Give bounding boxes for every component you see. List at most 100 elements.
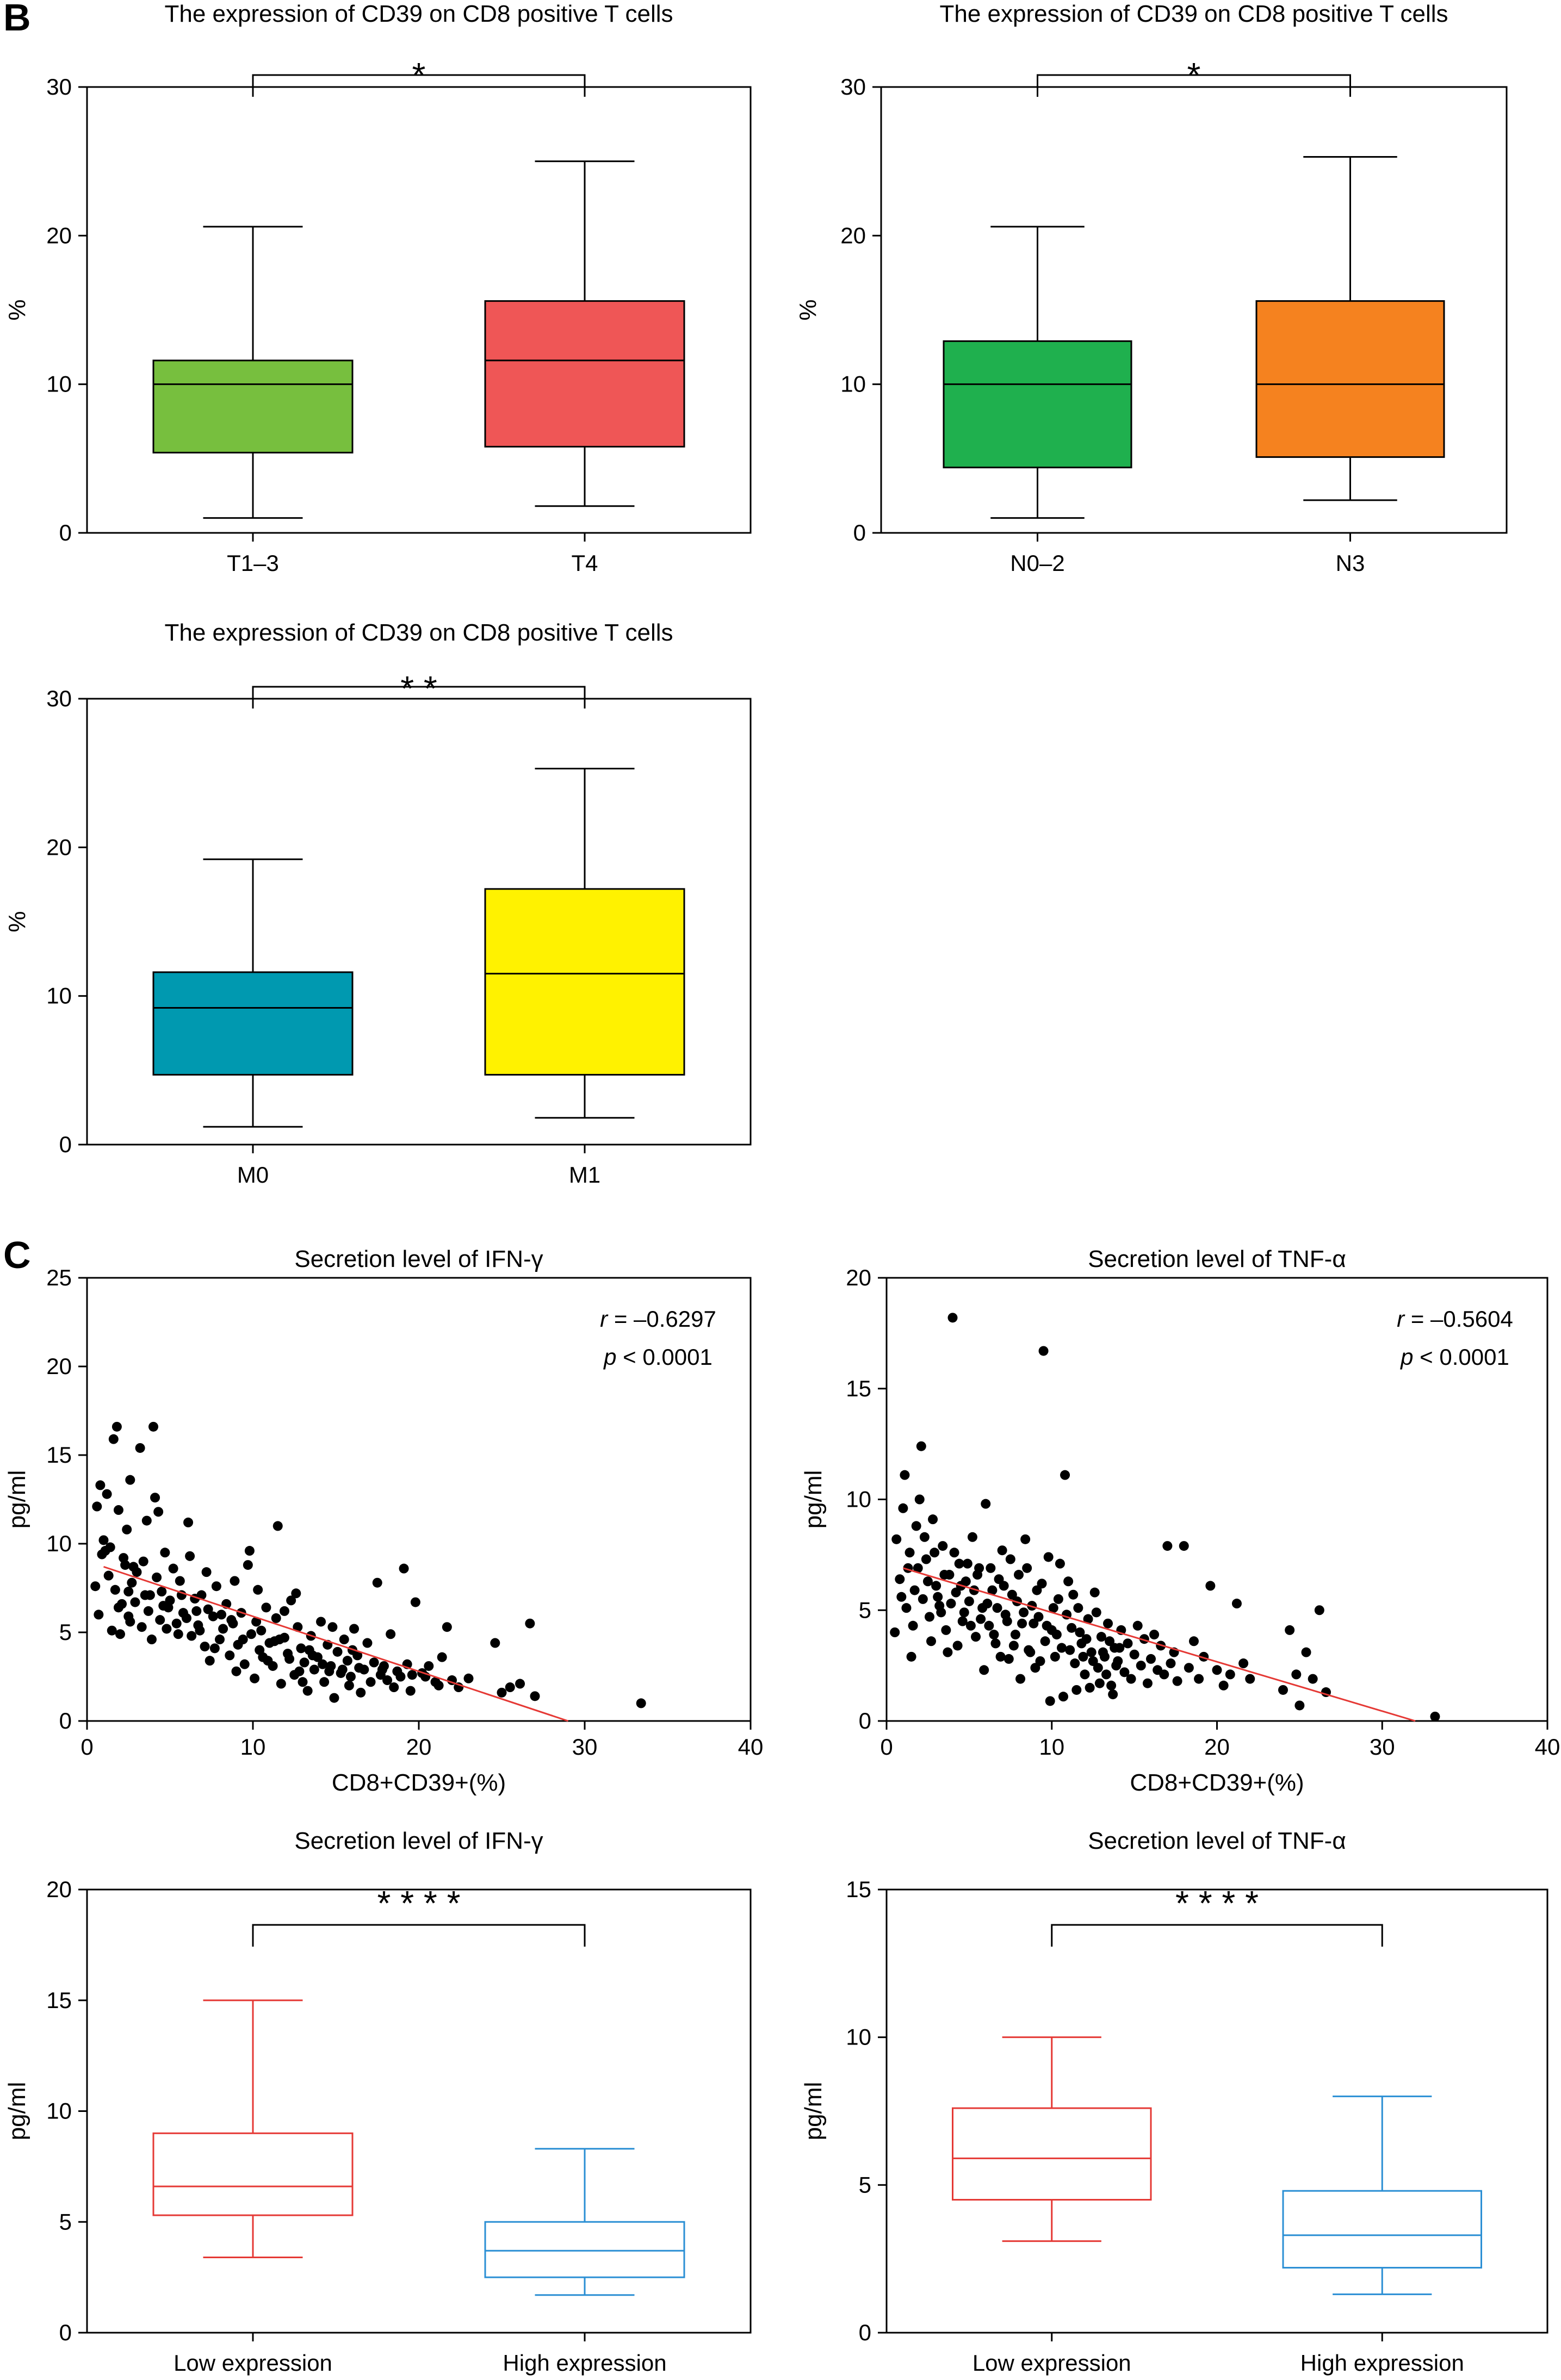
scatter-point bbox=[928, 1514, 938, 1525]
scatter-point bbox=[110, 1584, 120, 1595]
scatter-point bbox=[153, 1507, 164, 1517]
scatter-point bbox=[244, 1546, 255, 1556]
scatter-point bbox=[302, 1686, 313, 1696]
scatter-point bbox=[342, 1656, 352, 1666]
scatter-point bbox=[906, 1651, 916, 1662]
scatter-point bbox=[997, 1545, 1007, 1556]
y-axis-label: pg/ml bbox=[4, 1470, 30, 1529]
scatter-point bbox=[256, 1625, 267, 1636]
scatter-point bbox=[163, 1602, 174, 1613]
scatter-point bbox=[936, 1607, 946, 1618]
scatter-point bbox=[1162, 1541, 1173, 1551]
scatter-point bbox=[1014, 1570, 1024, 1580]
y-tick-label: 15 bbox=[46, 1987, 72, 2013]
scatter-point bbox=[957, 1616, 968, 1626]
scatter-point bbox=[900, 1470, 910, 1480]
scatter-point bbox=[990, 1638, 1001, 1649]
scatter-point bbox=[103, 1570, 114, 1581]
scatter-point bbox=[1291, 1669, 1302, 1680]
scatter-point bbox=[200, 1642, 210, 1652]
scatter-point bbox=[1123, 1638, 1133, 1649]
regression-line bbox=[902, 1567, 1416, 1722]
scatter-point bbox=[327, 1622, 338, 1632]
chart-title: Secretion level of TNF-α bbox=[1088, 1246, 1346, 1272]
scatter-point bbox=[901, 1603, 912, 1613]
scatter-point bbox=[497, 1687, 507, 1698]
scatter-point bbox=[1017, 1618, 1027, 1629]
scatter-point bbox=[1132, 1620, 1143, 1631]
scatter-point bbox=[231, 1666, 241, 1676]
scatter-point bbox=[410, 1597, 420, 1607]
scatter-point bbox=[1053, 1594, 1063, 1604]
scatter-point bbox=[205, 1656, 215, 1666]
scatter-point bbox=[1105, 1636, 1115, 1646]
scatter-point bbox=[261, 1602, 271, 1613]
stat-r: r = –0.6297 bbox=[600, 1306, 716, 1332]
y-tick-label: 30 bbox=[840, 74, 866, 100]
scatter-point bbox=[922, 1576, 933, 1587]
scatter-point bbox=[949, 1548, 959, 1558]
scatter-point bbox=[243, 1560, 253, 1570]
scatter-point bbox=[239, 1659, 250, 1669]
scatter-point bbox=[377, 1664, 387, 1675]
significance-stars: * * * * bbox=[377, 1884, 461, 1923]
scatter-point bbox=[914, 1494, 925, 1505]
box-iqr bbox=[952, 2107, 1152, 2201]
scatter-point bbox=[157, 1587, 167, 1597]
scatter-point bbox=[150, 1493, 160, 1503]
scatter-point bbox=[933, 1592, 943, 1602]
scatter-point bbox=[1146, 1654, 1156, 1664]
x-tick-label: 40 bbox=[738, 1734, 764, 1760]
scatter-point bbox=[1008, 1640, 1019, 1651]
scatter-point bbox=[1101, 1669, 1111, 1680]
scatter-point bbox=[339, 1635, 349, 1645]
scatter-point bbox=[1430, 1711, 1440, 1722]
scatter-point bbox=[1285, 1625, 1295, 1635]
y-tick-label: 0 bbox=[859, 2320, 871, 2345]
y-tick-label: 20 bbox=[840, 222, 866, 248]
scatter-point bbox=[263, 1656, 273, 1666]
y-tick-label: 20 bbox=[46, 1876, 72, 1902]
y-tick-label: 0 bbox=[59, 1132, 72, 1157]
plot-frame bbox=[86, 86, 752, 534]
scatter-point bbox=[984, 1620, 994, 1631]
scatter-point bbox=[362, 1638, 373, 1648]
scatter-point bbox=[372, 1577, 382, 1588]
y-tick-label: 10 bbox=[46, 371, 72, 397]
stat-r: r = –0.5604 bbox=[1397, 1306, 1513, 1332]
scatter-point bbox=[919, 1532, 930, 1542]
scatter-points bbox=[890, 1313, 1440, 1722]
stat-r-value: = –0.5604 bbox=[1404, 1306, 1513, 1332]
chart-title: Secretion level of TNF-α bbox=[1088, 1828, 1346, 1854]
scatter-point bbox=[913, 1563, 923, 1573]
chart-title: Secretion level of IFN-γ bbox=[294, 1828, 543, 1854]
y-tick-label: 0 bbox=[59, 1708, 72, 1733]
scatter-point bbox=[1108, 1689, 1118, 1700]
x-tick-label: 10 bbox=[1039, 1734, 1064, 1760]
scatter-point bbox=[185, 1551, 195, 1561]
box-0: M0 bbox=[152, 858, 354, 1188]
y-tick-label: 10 bbox=[846, 2024, 871, 2050]
scatter-point bbox=[1205, 1581, 1216, 1591]
scatter-point bbox=[122, 1524, 132, 1534]
significance-stars: * bbox=[1187, 55, 1201, 95]
significance-bracket bbox=[1051, 1924, 1383, 1947]
scatter-point bbox=[94, 1610, 104, 1620]
scatter-point bbox=[1040, 1636, 1050, 1646]
scatter-point bbox=[230, 1576, 240, 1586]
scatter-point bbox=[515, 1679, 525, 1689]
scatter-point bbox=[182, 1613, 191, 1623]
scatter-point bbox=[999, 1581, 1009, 1591]
scatter-point bbox=[113, 1505, 123, 1515]
panel-label-b: B bbox=[3, 0, 31, 39]
stat-r-symbol: r bbox=[1397, 1306, 1405, 1332]
scatter-point bbox=[1278, 1685, 1288, 1695]
scatter-point bbox=[152, 1572, 162, 1582]
scatter-point bbox=[424, 1661, 434, 1671]
chart-title: Secretion level of IFN-γ bbox=[294, 1246, 543, 1272]
x-tick-label: 0 bbox=[80, 1734, 93, 1760]
significance-stars: * * * * bbox=[1175, 1884, 1259, 1923]
scatter-point bbox=[939, 1570, 950, 1580]
scatter-point bbox=[1070, 1658, 1080, 1669]
y-tick-label: 0 bbox=[59, 2320, 72, 2345]
